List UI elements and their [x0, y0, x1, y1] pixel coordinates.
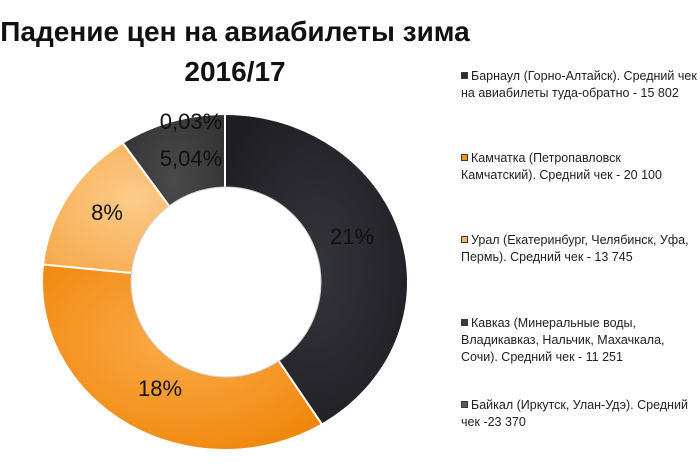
legend-swatch: [461, 319, 468, 326]
donut-hole: [130, 186, 322, 378]
legend-swatch: [461, 401, 468, 408]
slice-barnaul-label: 21%: [330, 224, 374, 249]
legend-text: Кавказ (Минеральные воды, Владикавказ, Н…: [461, 316, 665, 364]
legend-swatch: [461, 72, 468, 79]
legend-swatch: [461, 236, 468, 243]
slice-kamchatka-label: 18%: [138, 376, 182, 401]
legend-item: Урал (Екатеринбург, Челябинск, Уфа, Перм…: [461, 232, 697, 266]
legend-swatch: [461, 154, 468, 161]
slice-ural-label: 8%: [91, 200, 123, 225]
legend-item: Байкал (Иркутск, Улан-Удэ). Средний чек …: [461, 397, 697, 431]
legend-text: Барнаул (Горно-Алтайск). Средний чек на …: [461, 69, 697, 100]
slice-kavkaz-label: 5,04%: [160, 146, 222, 171]
legend-item: Барнаул (Горно-Алтайск). Средний чек на …: [461, 68, 697, 102]
legend-text: Камчатка (Петропавловск Камчатский). Сре…: [461, 151, 662, 182]
chart-title-line-1: Падение цен на авиабилеты зима: [0, 16, 470, 47]
legend-text: Урал (Екатеринбург, Челябинск, Уфа, Перм…: [461, 233, 689, 264]
legend-text: Байкал (Иркутск, Улан-Удэ). Средний чек …: [461, 398, 688, 429]
legend-item: Кавказ (Минеральные воды, Владикавказ, Н…: [461, 315, 697, 366]
chart-title: Падение цен на авиабилеты зима 2016/17: [0, 12, 470, 92]
chart-title-line-2: 2016/17: [184, 56, 286, 87]
legend-item: Камчатка (Петропавловск Камчатский). Сре…: [461, 150, 697, 184]
slice-baikal-label: 0,03%: [160, 109, 222, 134]
